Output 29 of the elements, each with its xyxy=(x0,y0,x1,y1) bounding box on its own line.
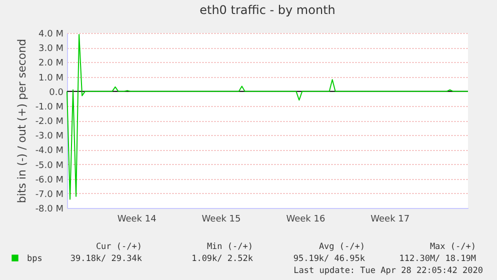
text: Max (-/+) xyxy=(430,242,476,252)
y-tick-label: -8.0 M xyxy=(35,204,64,214)
text: 95.19k/ 46.95k xyxy=(293,254,365,264)
y-tick-label: 4.0 M xyxy=(38,30,64,40)
chart-title: eth0 traffic - by month xyxy=(200,3,336,17)
y-axis-title: bits in (-) / out (+) per second xyxy=(15,38,28,204)
text: 112.30M/ 18.19M xyxy=(399,254,476,264)
y-tick-label: -6.0 M xyxy=(35,175,64,186)
x-tick-label: Week 15 xyxy=(202,214,241,224)
y-tick-label: 3.0 M xyxy=(38,44,64,54)
text: 1.09k/ 2.52k xyxy=(192,254,253,264)
text: Avg (-/+) xyxy=(318,242,365,252)
legend-label: bps xyxy=(27,254,42,264)
x-tick-label: Week 17 xyxy=(370,214,410,224)
text: Cur (-/+) xyxy=(96,242,142,252)
y-tick-label: -4.0 M xyxy=(35,146,64,156)
y-tick-label: -2.0 M xyxy=(35,117,64,127)
text: Last update: Tue Apr 28 22:05:42 2020 xyxy=(294,266,483,276)
y-tick-label: -5.0 M xyxy=(35,160,64,171)
y-tick-label: 0.0 xyxy=(49,88,64,98)
text: Min (-/+) xyxy=(206,242,253,252)
y-tick-label: -7.0 M xyxy=(35,190,64,200)
y-tick-label: -1.0 M xyxy=(35,102,64,112)
x-tick-label: Week 14 xyxy=(117,214,157,224)
y-tick-label: 2.0 M xyxy=(38,58,64,69)
x-tick-label: Week 16 xyxy=(286,214,326,224)
y-tick-label: 1.0 M xyxy=(38,73,64,84)
text: 39.18k/ 29.34k xyxy=(70,254,142,264)
y-tick-label: -3.0 M xyxy=(35,132,64,142)
